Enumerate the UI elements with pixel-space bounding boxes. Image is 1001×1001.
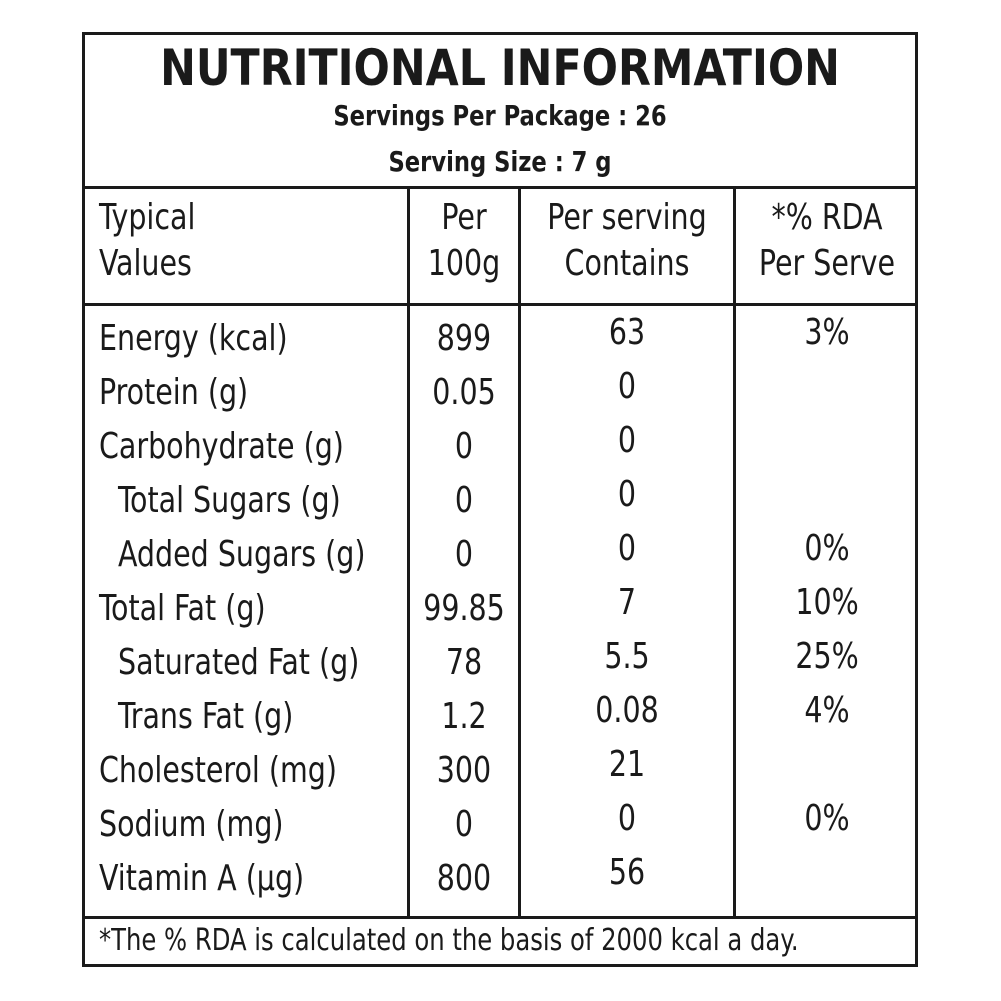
nutrient-name: Cholesterol (mg): [99, 750, 337, 791]
per-serving-value: 7: [617, 582, 637, 623]
per-100g-value: 78: [445, 642, 483, 683]
nutrient-name: Total Sugars (g): [118, 480, 341, 521]
rda-value: 25%: [795, 636, 859, 677]
nutrient-name: Protein (g): [99, 372, 249, 413]
header-divider: [85, 303, 915, 306]
rda-value: 10%: [795, 582, 859, 623]
per-100g-value: 0: [454, 480, 474, 521]
nutrient-name: Sodium (mg): [99, 804, 284, 845]
nutrient-name: Saturated Fat (g): [118, 642, 360, 683]
rda-value: 4%: [804, 690, 850, 731]
nutrient-name: Trans Fat (g): [118, 696, 294, 737]
per-serving-value: 0: [617, 366, 637, 407]
nutrient-name: Added Sugars (g): [118, 534, 366, 575]
per-100g-value: 0: [454, 804, 474, 845]
serving-size: Serving Size : 7 g: [388, 145, 612, 178]
column-divider: [407, 189, 410, 916]
per-serving-value: 0: [617, 798, 637, 839]
per-serving-value: 63: [608, 312, 646, 353]
per-100g-value: 0: [454, 426, 474, 467]
panel-title: NUTRITIONAL INFORMATION: [160, 39, 840, 97]
panel-header: NUTRITIONAL INFORMATION Servings Per Pac…: [85, 35, 915, 189]
nutrition-panel: NUTRITIONAL INFORMATION Servings Per Pac…: [82, 32, 918, 967]
rda-value: 0%: [804, 798, 850, 839]
nutrient-name: Vitamin A (µg): [99, 858, 305, 899]
rda-value: 3%: [804, 312, 850, 353]
per-100g-value: 800: [436, 858, 492, 899]
column-header-rda: *% RDA Per Serve: [758, 197, 896, 284]
column-divider: [518, 189, 521, 916]
servings-per-package: Servings Per Package : 26: [333, 99, 667, 132]
per-serving-value: 0.08: [595, 690, 659, 731]
column-header-per-100g: Per 100g: [427, 197, 501, 284]
per-serving-value: 21: [608, 744, 646, 785]
per-serving-value: 56: [608, 852, 646, 893]
per-serving-value: 0: [617, 420, 637, 461]
per-100g-value: 300: [436, 750, 492, 791]
rda-footnote: *The % RDA is calculated on the basis of…: [99, 923, 799, 958]
per-100g-value: 0: [454, 534, 474, 575]
per-100g-value: 99.85: [423, 588, 505, 629]
per-serving-value: 0: [617, 528, 637, 569]
nutrient-name: Energy (kcal): [99, 318, 288, 359]
column-header-per-serving: Per serving Contains: [547, 197, 707, 284]
per-serving-value: 0: [617, 474, 637, 515]
nutrient-name: Total Fat (g): [99, 588, 266, 629]
per-serving-value: 5.5: [604, 636, 650, 677]
per-100g-value: 1.2: [441, 696, 487, 737]
rda-value: 0%: [804, 528, 850, 569]
nutrient-name: Carbohydrate (g): [99, 426, 344, 467]
per-100g-value: 0.05: [432, 372, 496, 413]
per-100g-value: 899: [436, 318, 492, 359]
column-header-typical-values: Typical Values: [99, 197, 196, 284]
footnote-divider: [85, 916, 915, 919]
column-divider: [733, 189, 736, 916]
